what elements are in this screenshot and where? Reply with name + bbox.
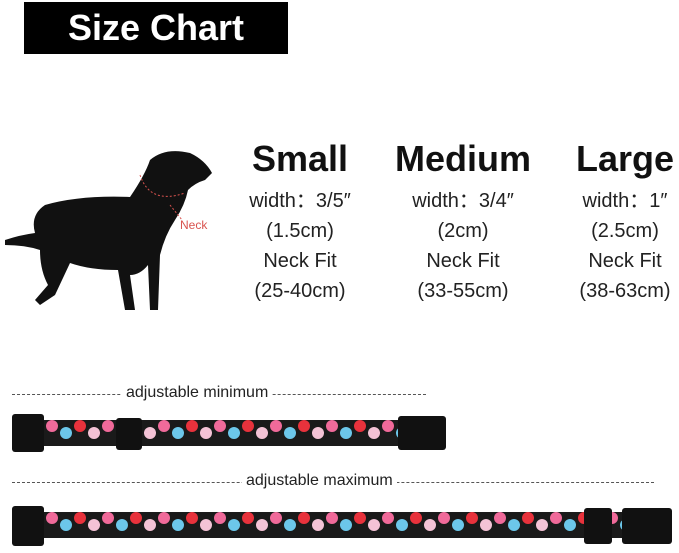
flower-pattern: [158, 420, 170, 432]
flower-pattern: [60, 519, 72, 531]
collar-minimum: [40, 420, 410, 446]
buckle-female: [12, 414, 44, 452]
flower-pattern: [214, 420, 226, 432]
flower-pattern: [242, 512, 254, 524]
flower-pattern: [396, 519, 408, 531]
flower-pattern: [46, 420, 58, 432]
size-name: Large: [575, 138, 675, 179]
flower-pattern: [368, 427, 380, 439]
flower-pattern: [298, 512, 310, 524]
size-name: Small: [251, 138, 349, 179]
slider: [584, 508, 612, 544]
flower-pattern: [368, 519, 380, 531]
flower-pattern: [284, 519, 296, 531]
flower-pattern: [382, 420, 394, 432]
flower-pattern: [102, 420, 114, 432]
flower-pattern: [172, 427, 184, 439]
collar-maximum: [40, 512, 640, 538]
flower-pattern: [340, 427, 352, 439]
buckle-male: [398, 416, 446, 450]
flower-pattern: [438, 512, 450, 524]
width: width：3/5″: [249, 190, 351, 212]
flower-pattern: [508, 519, 520, 531]
flower-pattern: [88, 427, 100, 439]
size-medium: Medium width：3/4″ (2cm) Neck Fit (33-55c…: [378, 138, 548, 306]
width-cm: (2cm): [437, 220, 489, 242]
width: width：1″: [582, 190, 668, 212]
width-cm: (2.5cm): [591, 220, 659, 242]
flower-pattern: [186, 420, 198, 432]
flower-pattern: [480, 519, 492, 531]
neck-label: Neck: [180, 218, 208, 232]
size-chart-title: Size Chart: [24, 2, 288, 54]
flower-pattern: [270, 420, 282, 432]
size-name: Medium: [394, 138, 531, 179]
flower-pattern: [158, 512, 170, 524]
flower-pattern: [424, 519, 436, 531]
flower-pattern: [340, 519, 352, 531]
flower-pattern: [256, 427, 268, 439]
flower-pattern: [200, 519, 212, 531]
flower-pattern: [382, 512, 394, 524]
flower-pattern: [214, 512, 226, 524]
flower-pattern: [410, 512, 422, 524]
flower-pattern: [312, 519, 324, 531]
flower-pattern: [116, 519, 128, 531]
flower-pattern: [312, 427, 324, 439]
neck-range: (38-63cm): [579, 280, 671, 302]
flower-pattern: [326, 420, 338, 432]
width: width：3/4″: [412, 190, 514, 212]
buckle-female: [12, 506, 44, 546]
flower-pattern: [354, 512, 366, 524]
flower-pattern: [522, 512, 534, 524]
flower-pattern: [256, 519, 268, 531]
flower-pattern: [102, 512, 114, 524]
flower-pattern: [298, 420, 310, 432]
flower-pattern: [74, 420, 86, 432]
neck-fit-label: Neck Fit: [426, 250, 500, 272]
neck-range: (25-40cm): [254, 280, 346, 302]
flower-pattern: [242, 420, 254, 432]
min-label: adjustable minimum: [122, 384, 273, 402]
flower-pattern: [200, 427, 212, 439]
buckle-male: [622, 508, 672, 544]
size-small: Small width：3/5″ (1.5cm) Neck Fit (25-40…: [215, 138, 385, 306]
slider: [116, 418, 142, 450]
flower-pattern: [130, 512, 142, 524]
flower-pattern: [228, 519, 240, 531]
flower-pattern: [60, 427, 72, 439]
flower-pattern: [74, 512, 86, 524]
flower-pattern: [550, 512, 562, 524]
flower-pattern: [494, 512, 506, 524]
size-large: Large width：1″ (2.5cm) Neck Fit (38-63cm…: [540, 138, 679, 306]
flower-pattern: [144, 427, 156, 439]
flower-pattern: [536, 519, 548, 531]
flower-pattern: [354, 420, 366, 432]
flower-pattern: [46, 512, 58, 524]
flower-pattern: [452, 519, 464, 531]
dog-silhouette: [5, 151, 212, 310]
flower-pattern: [172, 519, 184, 531]
neck-range: (33-55cm): [417, 280, 509, 302]
flower-pattern: [270, 512, 282, 524]
neck-fit-label: Neck Fit: [588, 250, 662, 272]
flower-pattern: [144, 519, 156, 531]
max-label: adjustable maximum: [242, 472, 397, 490]
flower-pattern: [466, 512, 478, 524]
flower-pattern: [284, 427, 296, 439]
flower-pattern: [564, 519, 576, 531]
flower-pattern: [186, 512, 198, 524]
flower-pattern: [228, 427, 240, 439]
width-cm: (1.5cm): [266, 220, 334, 242]
neck-fit-label: Neck Fit: [263, 250, 337, 272]
flower-pattern: [326, 512, 338, 524]
flower-pattern: [88, 519, 100, 531]
